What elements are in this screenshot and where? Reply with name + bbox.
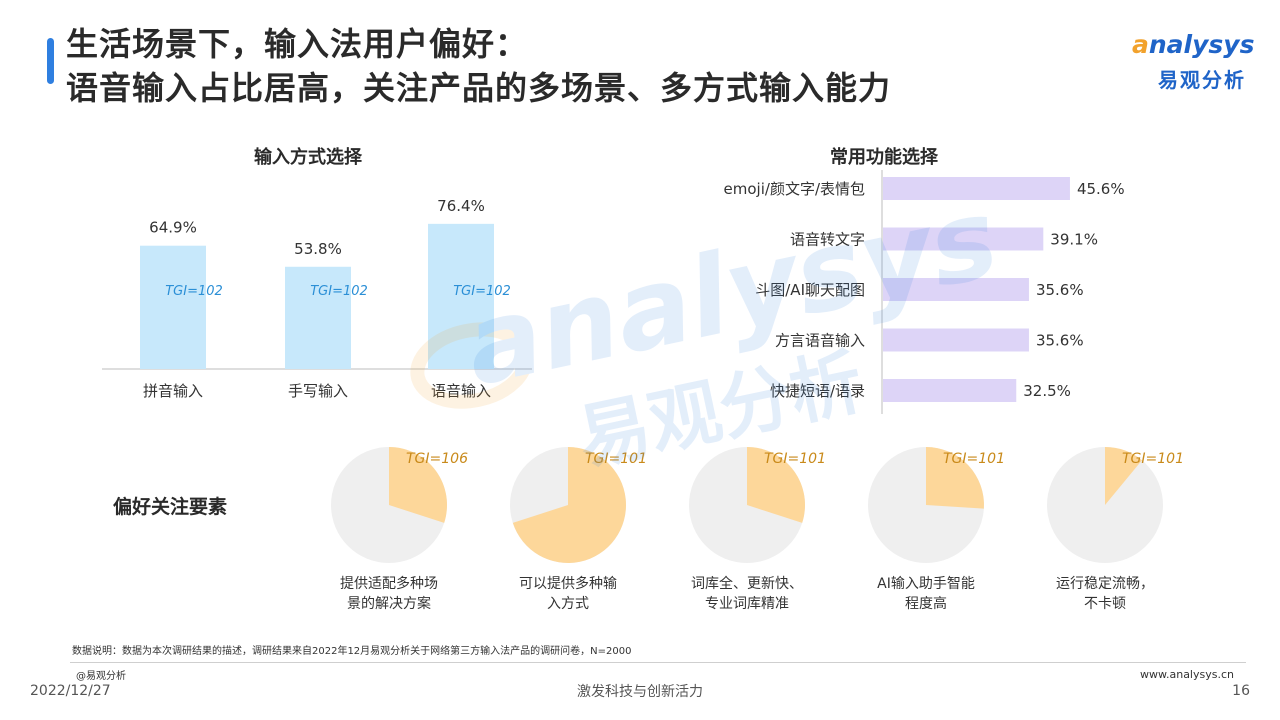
logo-en: analysys xyxy=(1132,30,1254,59)
title-line-2: 语音输入占比居高，关注产品的多场景、多方式输入能力 xyxy=(66,69,892,107)
pie-tgi-label: TGI=101 xyxy=(585,451,647,467)
pie-tgi-label: TGI=101 xyxy=(943,451,1005,467)
title-accent-bar xyxy=(47,38,54,84)
hbar-value-label: 45.6% xyxy=(1077,180,1125,198)
logo-mark: a xyxy=(1132,30,1149,59)
hbar xyxy=(883,177,1070,200)
bar-value-label: 64.9% xyxy=(149,219,197,237)
pie-tgi-label: TGI=101 xyxy=(764,451,826,467)
preference-pie-row: TGI=106 TGI=101 TGI=101 TGI=101 TGI=101 xyxy=(331,447,1184,563)
page-title: 生活场景下，输入法用户偏好： 语音输入占比居高，关注产品的多场景、多方式输入能力 xyxy=(66,22,891,110)
pie-slice xyxy=(512,447,626,563)
title-line-1: 生活场景下，输入法用户偏好： xyxy=(66,25,529,63)
logo-cn: 易观分析 xyxy=(1158,68,1246,92)
hbar-category-label: emoji/颜文字/表情包 xyxy=(724,180,865,198)
pie-category-label: 提供适配多种场 景的解决方案 xyxy=(340,576,438,612)
pie-category-label: AI输入助手智能 程度高 xyxy=(877,576,975,612)
preference-section-title: 偏好关注要素 xyxy=(113,496,228,518)
bar-category-label: 语音输入 xyxy=(431,382,491,400)
pie-category-label: 运行稳定流畅， 不卡顿 xyxy=(1056,576,1154,612)
bar-tgi-label: TGI=102 xyxy=(165,284,223,299)
hbar-value-label: 39.1% xyxy=(1050,231,1098,249)
hbar-chart-title: 常用功能选择 xyxy=(830,147,938,168)
input-method-bar-chart: 64.9% TGI=102 拼音输入 53.8% TGI=102 手写输入 76.4% TGI… xyxy=(102,197,532,400)
logo-wordmark: nalysys xyxy=(1148,30,1255,59)
bar xyxy=(140,245,206,369)
hbar-category-label: 斗图/AI聊天配图 xyxy=(755,281,865,299)
hbar xyxy=(883,328,1029,352)
source-label: @易观分析 xyxy=(76,671,126,682)
website-link[interactable]: www.analysys.cn xyxy=(1140,668,1234,681)
common-function-hbar-chart: emoji/颜文字/表情包 45.6% 语音转文字 39.1% 斗图/AI聊天配图 35.… xyxy=(724,170,1125,414)
hbar-category-label: 方言语音输入 xyxy=(775,332,865,350)
hbar-value-label: 35.6% xyxy=(1036,332,1084,350)
bar xyxy=(285,266,351,369)
hbar xyxy=(883,227,1044,251)
hbar-value-label: 32.5% xyxy=(1023,382,1071,400)
bar-category-label: 拼音输入 xyxy=(143,382,203,400)
bar-tgi-label: TGI=102 xyxy=(453,284,511,299)
hbar-category-label: 语音转文字 xyxy=(790,231,865,249)
bar-tgi-label: TGI=102 xyxy=(310,284,368,299)
hbar-category-label: 快捷短语/语录 xyxy=(770,382,865,400)
report-date: 2022/12/27 xyxy=(30,683,111,699)
hbar xyxy=(883,379,1017,402)
page-number: 16 xyxy=(1232,683,1250,699)
pie-tgi-label: TGI=106 xyxy=(406,451,468,467)
pie-slice xyxy=(389,447,447,523)
pie-tgi-label: TGI=101 xyxy=(1122,451,1184,467)
analysys-logo: analysys 易观分析 xyxy=(1132,30,1262,94)
pie-slice xyxy=(747,447,805,523)
hbar xyxy=(883,278,1029,301)
bar-value-label: 53.8% xyxy=(294,240,342,258)
pie-category-label: 可以提供多种输 入方式 xyxy=(519,576,617,612)
bar xyxy=(428,223,494,369)
pie-slice xyxy=(926,447,984,509)
pie-category-label: 词库全、更新快、 专业词库精准 xyxy=(691,576,803,612)
bar-category-label: 手写输入 xyxy=(288,382,348,400)
pie-slice xyxy=(1105,447,1142,505)
hbar-value-label: 35.6% xyxy=(1036,281,1084,299)
data-note: 数据说明：数据为本次调研结果的描述，调研结果来自2022年12月易观分析关于网络… xyxy=(72,646,632,657)
bar-chart-title: 输入方式选择 xyxy=(254,147,362,168)
footer-divider xyxy=(70,662,1246,663)
slogan: 激发科技与创新活力 xyxy=(577,684,703,700)
bar-value-label: 76.4% xyxy=(437,197,485,215)
